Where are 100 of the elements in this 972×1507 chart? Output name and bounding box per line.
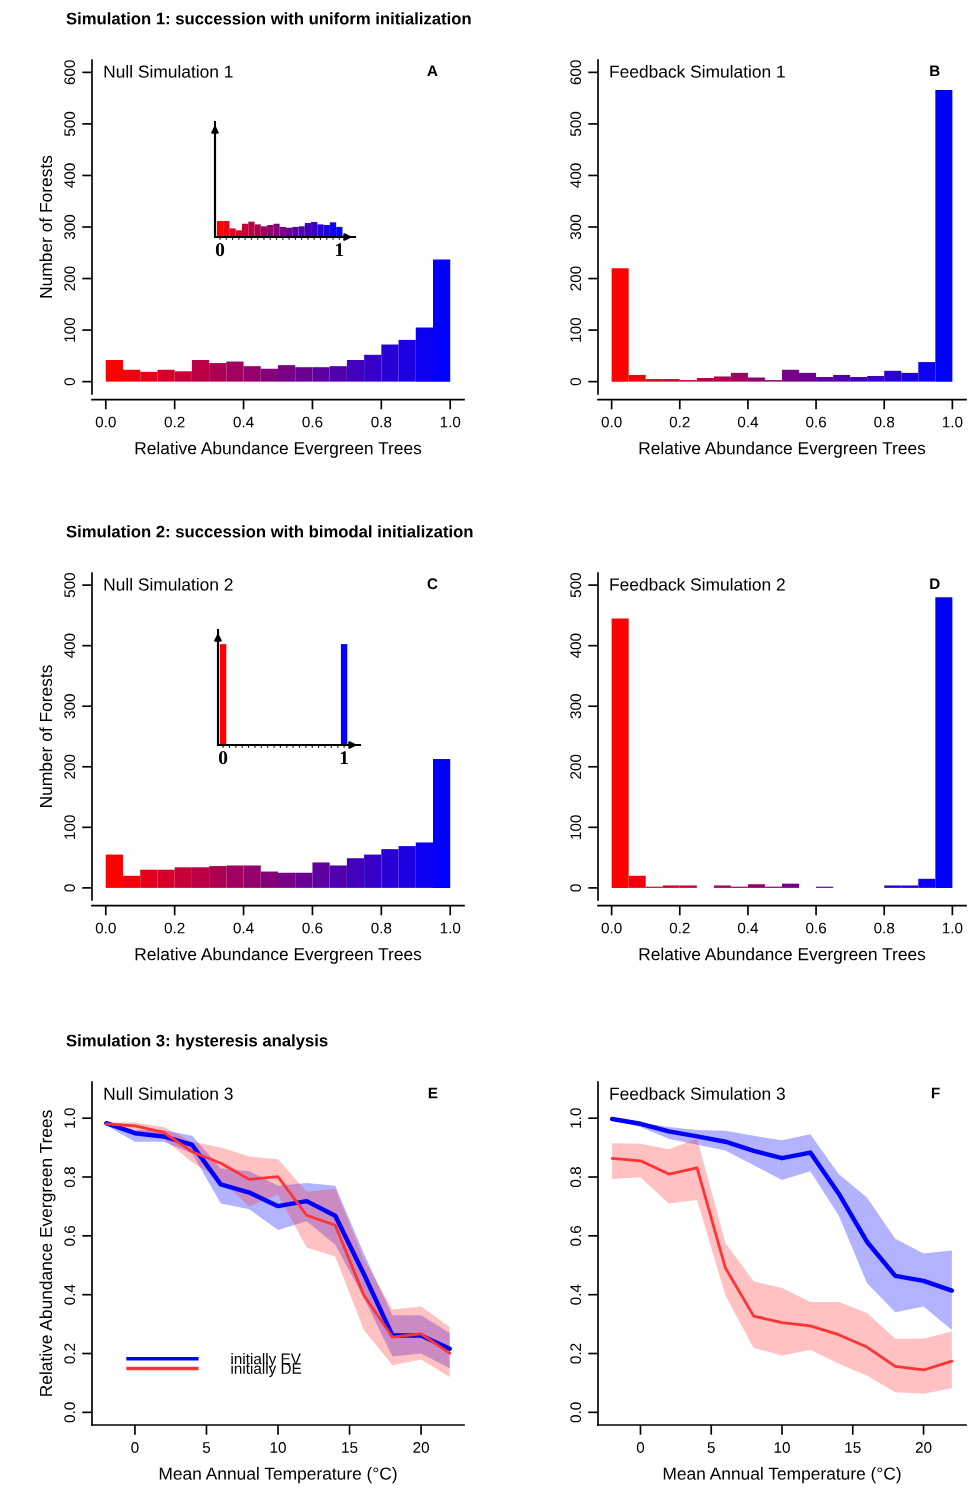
y-tick-label: 100 bbox=[570, 815, 582, 839]
y-tick-label: 0.4 bbox=[570, 1284, 582, 1305]
x-axis-title: Relative Abundance Evergreen Trees bbox=[135, 947, 422, 964]
annotation: F bbox=[931, 1087, 940, 1099]
y-tick-label: 1.0 bbox=[64, 1108, 76, 1128]
bar bbox=[248, 221, 255, 237]
x-tick-label: 0.8 bbox=[874, 416, 895, 428]
bar bbox=[329, 222, 337, 237]
x-tick-label: 5 bbox=[707, 1442, 715, 1453]
x-tick-label: 0.2 bbox=[669, 922, 690, 934]
x-tick-label: 0.0 bbox=[95, 922, 116, 934]
y-tick-label: 300 bbox=[64, 214, 76, 240]
y-tick-label: 0 bbox=[570, 377, 582, 386]
x-tick-label: 15 bbox=[342, 1442, 358, 1453]
x-tick-label: 0.8 bbox=[371, 416, 392, 428]
x-tick-label: 0.8 bbox=[371, 922, 392, 934]
y-tick-label: 0.8 bbox=[64, 1167, 76, 1188]
annotation: Feedback Simulation 2 bbox=[610, 577, 785, 591]
x-axis-title: Mean Annual Temperature (°C) bbox=[159, 1467, 397, 1484]
chart-title: Simulation 2: succession with bimodal initialization bbox=[66, 525, 473, 538]
line-series bbox=[610, 1157, 954, 1372]
chart-title: Simulation 3: hysteresis analysis bbox=[66, 1034, 328, 1050]
x-tick-label: 20 bbox=[413, 1442, 429, 1453]
x-tick-label: 0.6 bbox=[806, 922, 827, 934]
y-tick-label: 400 bbox=[570, 163, 582, 188]
annotation: D bbox=[930, 578, 940, 589]
x-tick-label: 0.4 bbox=[233, 922, 254, 934]
y-tick-label: 500 bbox=[570, 111, 582, 137]
x-tick-label: 10 bbox=[270, 1442, 286, 1453]
y-tick-label: 500 bbox=[64, 572, 76, 598]
x-tick-label: 0.6 bbox=[302, 922, 323, 934]
annotation: C bbox=[427, 578, 438, 590]
y-tick-label: 200 bbox=[64, 266, 76, 291]
y-axis-title: Relative Abundance Evergreen Trees bbox=[39, 1110, 56, 1396]
y-tick-label: 400 bbox=[64, 163, 76, 188]
x-tick-label: 1.0 bbox=[440, 922, 461, 934]
y-tick-label: 600 bbox=[64, 60, 76, 85]
bar bbox=[260, 226, 268, 237]
bar bbox=[254, 224, 261, 237]
chart-title: Simulation 1: succession with uniform initialization bbox=[66, 12, 471, 25]
bar bbox=[298, 226, 305, 237]
x-tick-label: 0.2 bbox=[164, 922, 185, 934]
bar bbox=[273, 223, 280, 237]
x-tick-label: 1.0 bbox=[942, 922, 963, 934]
annotation: A bbox=[427, 65, 438, 77]
x-tick-label: 0.4 bbox=[233, 416, 254, 428]
x-tick-label: 1.0 bbox=[440, 416, 461, 428]
x-tick-label: 0.0 bbox=[95, 416, 116, 428]
y-tick-label: 0.0 bbox=[64, 1402, 76, 1423]
annotation: B bbox=[930, 65, 940, 77]
x-axis-title: Relative Abundance Evergreen Trees bbox=[639, 441, 926, 458]
x-axis-title: Mean Annual Temperature (°C) bbox=[663, 1467, 901, 1484]
x-tick-label: 0 bbox=[131, 1442, 139, 1453]
x-tick-label: 1 bbox=[336, 243, 344, 257]
x-tick-label: 0.2 bbox=[669, 416, 690, 428]
y-tick-label: 200 bbox=[570, 754, 582, 779]
x-tick-label: 0.2 bbox=[164, 416, 185, 428]
y-tick-label: 100 bbox=[570, 317, 582, 342]
x-tick-label: 0.6 bbox=[302, 416, 323, 428]
bar bbox=[216, 221, 224, 237]
y-tick-label: 600 bbox=[570, 60, 582, 85]
y-tick-label: 0.6 bbox=[64, 1225, 76, 1246]
x-tick-label: 15 bbox=[845, 1442, 861, 1453]
y-tick-label: 1.0 bbox=[570, 1108, 582, 1128]
x-axis-title: Relative Abundance Evergreen Trees bbox=[639, 947, 926, 964]
annotation: Feedback Simulation 3 bbox=[610, 1087, 785, 1100]
y-axis-title: Number of Forests bbox=[39, 665, 53, 807]
annotation: Null Simulation 2 bbox=[104, 577, 233, 591]
y-tick-label: 400 bbox=[570, 633, 582, 659]
line-series bbox=[609, 1116, 955, 1293]
y-tick-label: 100 bbox=[64, 317, 76, 342]
y-tick-label: 300 bbox=[64, 694, 76, 719]
y-tick-label: 0.2 bbox=[570, 1343, 582, 1364]
y-tick-label: 200 bbox=[570, 266, 582, 291]
y-tick-label: 0 bbox=[64, 884, 76, 892]
x-tick-label: 0.4 bbox=[737, 416, 759, 428]
y-tick-label: 400 bbox=[64, 633, 76, 659]
y-tick-label: 0.6 bbox=[570, 1225, 582, 1246]
x-tick-label: 20 bbox=[915, 1442, 932, 1453]
y-tick-label: 300 bbox=[570, 214, 582, 240]
annotation: E bbox=[428, 1087, 438, 1099]
x-tick-label: 5 bbox=[202, 1442, 211, 1453]
x-tick-label: 10 bbox=[774, 1442, 790, 1453]
y-tick-label: 500 bbox=[64, 111, 76, 137]
y-tick-label: 100 bbox=[64, 815, 76, 839]
y-tick-label: 0.8 bbox=[570, 1167, 582, 1188]
x-tick-label: 0.6 bbox=[806, 416, 827, 428]
y-tick-label: 0.4 bbox=[64, 1284, 76, 1305]
annotation: Feedback Simulation 1 bbox=[610, 65, 785, 78]
y-tick-label: 0 bbox=[570, 884, 582, 892]
x-tick-label: 0.0 bbox=[601, 922, 622, 934]
bar bbox=[223, 221, 230, 237]
annotation: Null Simulation 3 bbox=[104, 1087, 233, 1100]
y-tick-label: 0.0 bbox=[570, 1402, 582, 1423]
x-axis-title: Relative Abundance Evergreen Trees bbox=[135, 441, 422, 458]
y-axis-title: Number of Forests bbox=[39, 155, 53, 298]
y-tick-label: 300 bbox=[570, 694, 582, 719]
y-tick-label: 200 bbox=[64, 754, 76, 779]
x-tick-label: 0 bbox=[636, 1442, 645, 1453]
x-tick-label: 1 bbox=[340, 751, 348, 765]
